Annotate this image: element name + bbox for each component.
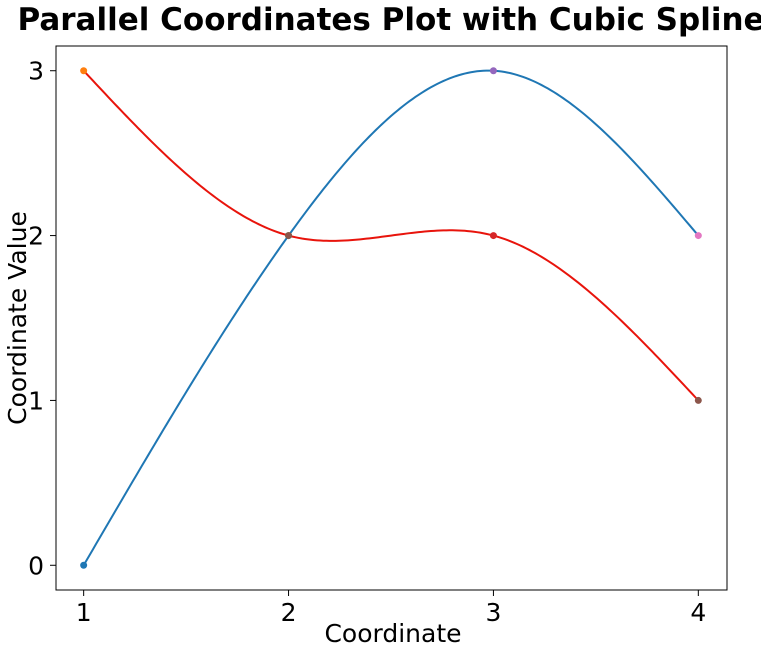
data-point	[694, 396, 702, 404]
data-point	[694, 232, 702, 240]
plot-frame	[55, 45, 728, 591]
series-line-2	[82, 70, 700, 402]
x-tick-label: 2	[281, 598, 297, 627]
x-axis-label: Coordinate	[324, 619, 461, 648]
x-tick-label: 1	[76, 598, 92, 627]
points-layer	[80, 67, 702, 569]
data-point	[489, 232, 497, 240]
y-axis-label: Coordinate Value	[3, 211, 32, 425]
y-tick-label: 2	[28, 222, 44, 251]
y-tick-label: 0	[28, 551, 44, 580]
data-point	[285, 232, 293, 240]
x-tick-label: 4	[690, 598, 706, 627]
x-axis: 1 2 3 4	[76, 590, 706, 627]
data-point	[80, 67, 88, 75]
data-point	[489, 67, 497, 75]
y-tick-label: 1	[28, 386, 44, 415]
data-point	[80, 561, 88, 569]
series-line-1	[82, 69, 700, 566]
x-tick-label: 3	[485, 598, 501, 627]
y-axis: 0 1 2 3	[28, 57, 56, 580]
series-layer	[82, 69, 700, 566]
chart-title: Parallel Coordinates Plot with Cubic Spl…	[17, 2, 761, 38]
y-tick-label: 3	[28, 57, 44, 86]
